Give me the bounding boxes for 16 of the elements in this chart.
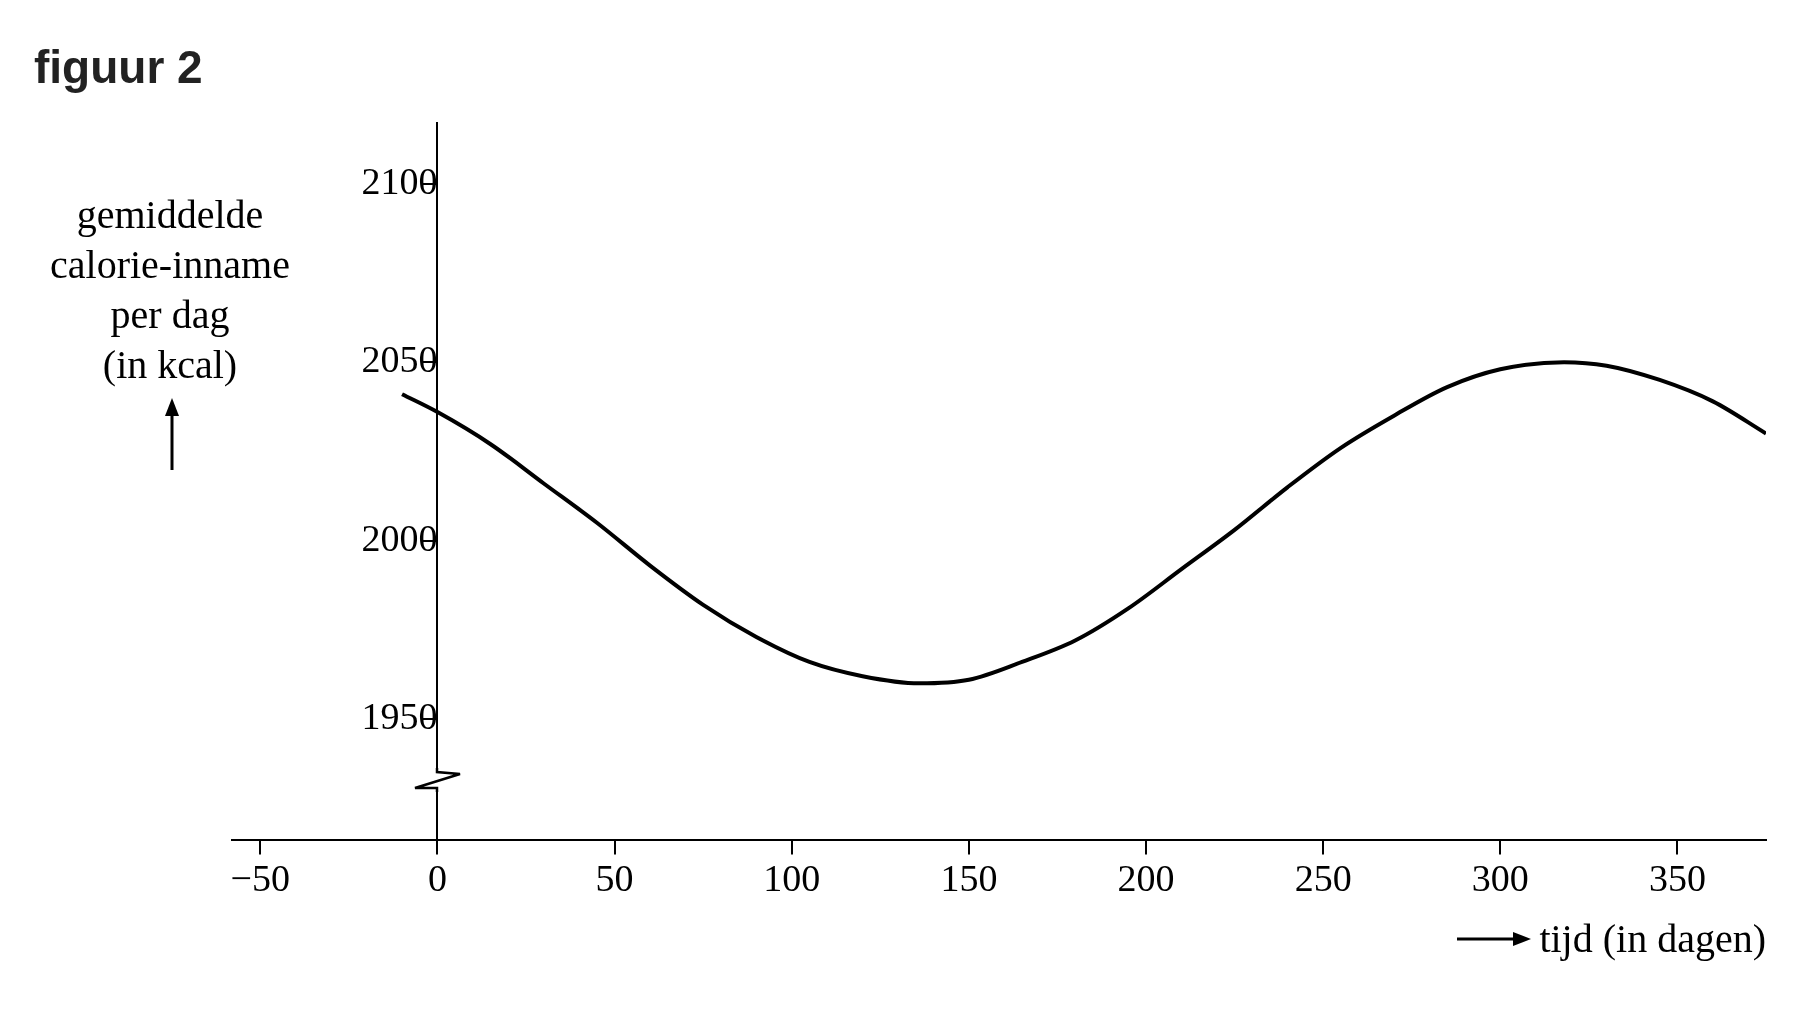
- x-tick-label: 0: [427, 857, 447, 900]
- x-tick-label: 300: [1471, 857, 1529, 900]
- y-axis-title: gemiddelde calorie-inname per dag (in kcal): [49, 191, 291, 389]
- x-tick-label: 100: [763, 857, 821, 900]
- y-tick-label: 2100: [361, 159, 438, 202]
- x-tick-label: 150: [940, 857, 998, 900]
- chart-title: figuur 2: [34, 40, 203, 94]
- y-tick-label: 1950: [361, 695, 438, 738]
- x-tick-label: 250: [1294, 857, 1352, 900]
- y-tick-label: 2000: [361, 516, 438, 559]
- x-tick-label: −50: [230, 857, 291, 900]
- x-tick-label: 350: [1648, 857, 1706, 900]
- x-tick-label: 50: [595, 857, 634, 900]
- x-tick-label: 200: [1117, 857, 1175, 900]
- x-axis-title: tijd (in dagen): [1539, 915, 1766, 962]
- y-tick-label: 2050: [361, 338, 438, 381]
